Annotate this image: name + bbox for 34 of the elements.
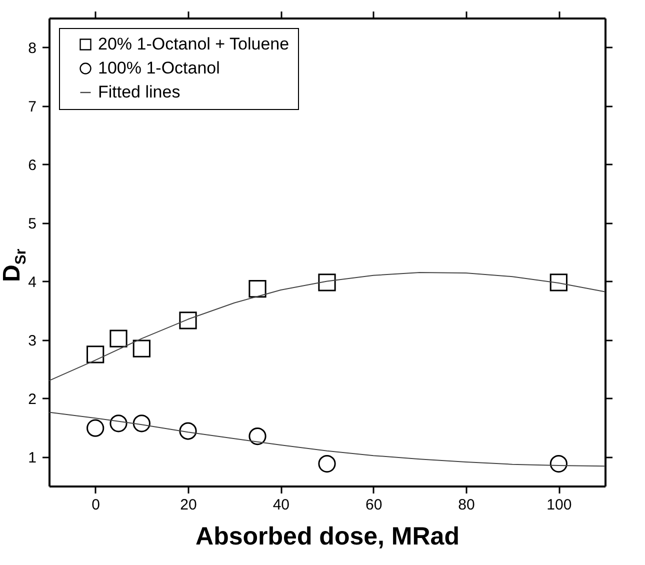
point: [86, 346, 104, 364]
point: [550, 454, 568, 473]
point: [248, 427, 266, 446]
point: [179, 422, 197, 440]
y-tick-label: 5: [28, 215, 36, 232]
x-tick-label: 20: [180, 496, 197, 514]
legend-label: 20% 1-Octanol + Toluene: [98, 34, 290, 54]
y-tick-label: 7: [28, 98, 36, 116]
legend-label: 100% 1-Octanol: [98, 58, 220, 78]
point: [110, 330, 128, 348]
point: [110, 414, 128, 432]
point: [318, 274, 336, 292]
point: [132, 414, 150, 432]
point: [318, 454, 336, 473]
x-tick-label: 60: [365, 496, 382, 514]
y-tick-label: 2: [28, 390, 36, 408]
x-axis-title: Absorbed dose, MRad: [196, 522, 460, 550]
x-tick-label: 40: [272, 496, 290, 514]
y-tick-label: 4: [28, 274, 36, 291]
y-tick-label: 1: [28, 449, 36, 466]
point: [86, 419, 104, 437]
y-tick-label: 6: [28, 156, 36, 174]
line-series: [48, 272, 606, 382]
x-tick-label: 80: [458, 496, 475, 514]
x-tick-label: 100: [546, 496, 572, 514]
legend-label: Fitted lines: [98, 82, 180, 102]
y-tick-label: 8: [28, 40, 36, 57]
point: [132, 340, 150, 358]
point: [248, 280, 266, 298]
point: [550, 274, 568, 292]
y-tick-label: 3: [28, 332, 36, 350]
line-series: [48, 412, 606, 467]
point: [179, 312, 197, 330]
x-tick-label: 0: [92, 496, 100, 514]
